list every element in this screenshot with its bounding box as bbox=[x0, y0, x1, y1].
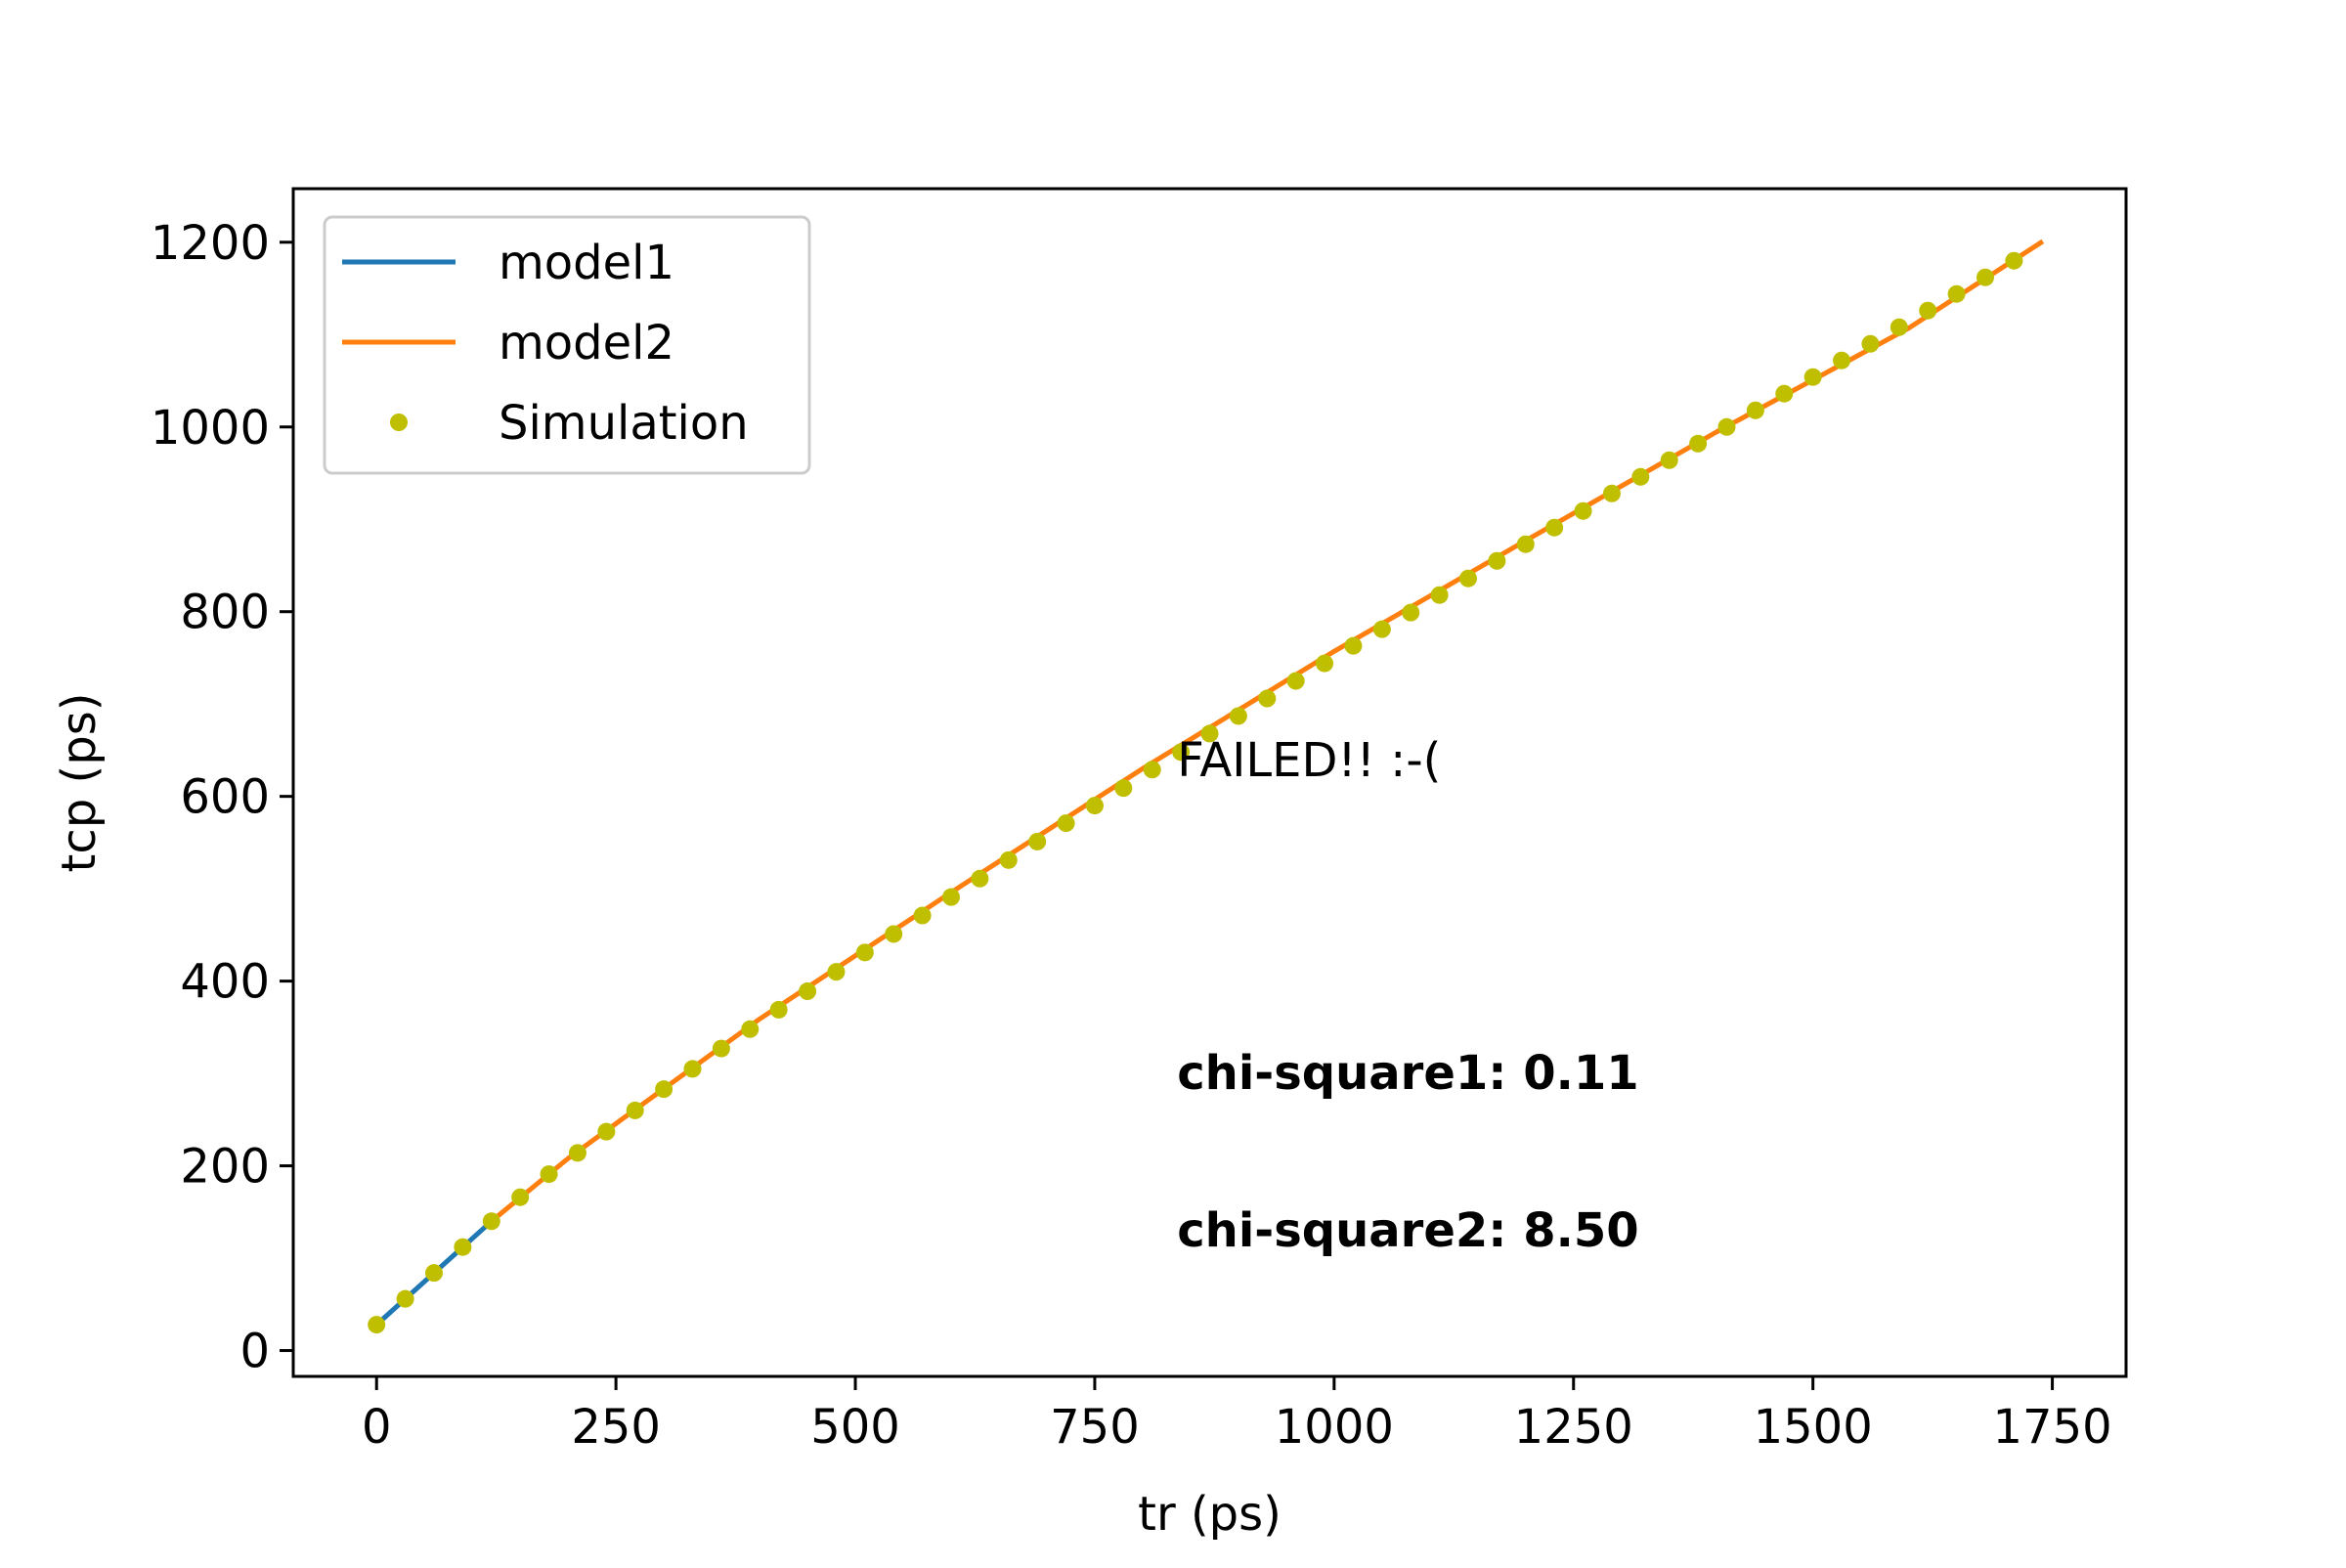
simulation-point bbox=[1602, 484, 1621, 502]
x-tick-label: 250 bbox=[571, 1400, 661, 1455]
simulation-point bbox=[1947, 284, 1966, 303]
simulation-point bbox=[655, 1080, 673, 1099]
simulation-point bbox=[769, 1000, 788, 1019]
simulation-point bbox=[1717, 417, 1736, 436]
simulation-point bbox=[511, 1188, 530, 1206]
x-tick-label: 0 bbox=[362, 1400, 392, 1455]
simulation-point bbox=[855, 943, 874, 962]
legend-label: model2 bbox=[499, 316, 674, 370]
annotation-text: chi-square2: 8.50 bbox=[1177, 1203, 1638, 1258]
simulation-point bbox=[1488, 551, 1506, 570]
simulation-point bbox=[1516, 535, 1535, 553]
simulation-point bbox=[1861, 334, 1880, 353]
simulation-point bbox=[1372, 620, 1391, 638]
simulation-point bbox=[597, 1122, 616, 1141]
y-tick-label: 1200 bbox=[151, 216, 270, 271]
x-tick-label: 500 bbox=[810, 1400, 900, 1455]
legend-box bbox=[323, 215, 811, 475]
y-tick-label: 400 bbox=[180, 955, 270, 1010]
simulation-point bbox=[741, 1020, 760, 1038]
x-tick-label: 1000 bbox=[1275, 1400, 1394, 1455]
simulation-point bbox=[1574, 501, 1592, 520]
simulation-point bbox=[1890, 318, 1908, 336]
simulation-point bbox=[482, 1212, 500, 1231]
simulation-point bbox=[942, 888, 961, 906]
simulation-point bbox=[1430, 586, 1449, 604]
simulation-point bbox=[1085, 797, 1104, 815]
y-axis-label: tcp (ps) bbox=[52, 693, 107, 873]
y-tick-label: 200 bbox=[180, 1140, 270, 1195]
x-tick-label: 1750 bbox=[1992, 1400, 2111, 1455]
annotation-text: chi-square1: 0.11 bbox=[1177, 1046, 1638, 1101]
simulation-point bbox=[1803, 368, 1822, 386]
simulation-point bbox=[1746, 401, 1764, 419]
y-tick-label: 600 bbox=[180, 770, 270, 825]
simulation-point bbox=[1114, 779, 1133, 798]
simulation-point bbox=[568, 1144, 586, 1162]
simulation-point bbox=[1631, 467, 1650, 486]
simulation-point bbox=[1344, 636, 1363, 655]
simulation-point bbox=[1402, 603, 1420, 622]
simulation-point bbox=[1316, 654, 1334, 673]
simulation-point bbox=[1028, 832, 1047, 850]
x-tick-label: 1250 bbox=[1514, 1400, 1633, 1455]
simulation-point bbox=[1660, 451, 1678, 469]
x-axis-label: tr (ps) bbox=[1138, 1487, 1282, 1542]
simulation-point bbox=[1976, 268, 1994, 286]
annotations-group: FAILED!! :-( chi-square1: 0.11 chi-square2… bbox=[1177, 733, 1638, 1258]
simulation-point bbox=[1545, 518, 1564, 537]
simulation-point bbox=[1200, 724, 1219, 743]
simulation-point bbox=[913, 906, 932, 925]
simulation-point bbox=[396, 1289, 414, 1308]
legend: model1 model2 Simulation bbox=[323, 215, 811, 475]
simulation-point bbox=[540, 1165, 558, 1184]
simulation-point bbox=[1143, 761, 1161, 779]
legend-swatch-Simulation bbox=[390, 414, 408, 431]
plot-frame bbox=[291, 187, 2128, 1378]
simulation-point bbox=[971, 869, 989, 888]
simulation-point bbox=[999, 850, 1018, 869]
simulation-point bbox=[454, 1238, 472, 1256]
simulation-point bbox=[1689, 434, 1708, 453]
simulation-point bbox=[827, 963, 846, 981]
simulation-point bbox=[799, 982, 817, 1001]
simulation-point bbox=[1833, 351, 1851, 370]
y-tick-label: 800 bbox=[180, 586, 270, 640]
simulation-point bbox=[2005, 251, 2023, 270]
simulation-point bbox=[425, 1264, 444, 1283]
simulation-point bbox=[1172, 743, 1191, 762]
legend-label: Simulation bbox=[499, 396, 749, 451]
simulation-point bbox=[1458, 569, 1477, 588]
x-axis: 0 250 500 750 1000 1250 1500 1750 bbox=[362, 1376, 2112, 1455]
y-tick-label: 0 bbox=[239, 1325, 270, 1379]
simulation-point bbox=[1258, 689, 1277, 708]
x-tick-label: 1500 bbox=[1754, 1400, 1873, 1455]
y-axis: 0 200 400 600 800 1000 1200 bbox=[151, 216, 293, 1379]
x-tick-label: 750 bbox=[1050, 1400, 1140, 1455]
legend-label: model1 bbox=[499, 236, 674, 290]
simulation-point bbox=[1919, 301, 1937, 320]
simulation-point bbox=[885, 925, 903, 943]
plot-series-group bbox=[368, 239, 2045, 1334]
simulation-point bbox=[1286, 672, 1305, 690]
simulation-point bbox=[368, 1316, 386, 1334]
simulation-point bbox=[1775, 384, 1794, 403]
simulation-point bbox=[1229, 707, 1247, 725]
annotation-text: FAILED!! :-( bbox=[1177, 733, 1441, 788]
simulation-point bbox=[626, 1101, 644, 1119]
simulation-point bbox=[1057, 814, 1075, 833]
y-tick-label: 1000 bbox=[151, 401, 270, 456]
simulation-point bbox=[683, 1060, 702, 1078]
simulation-point bbox=[712, 1039, 730, 1058]
